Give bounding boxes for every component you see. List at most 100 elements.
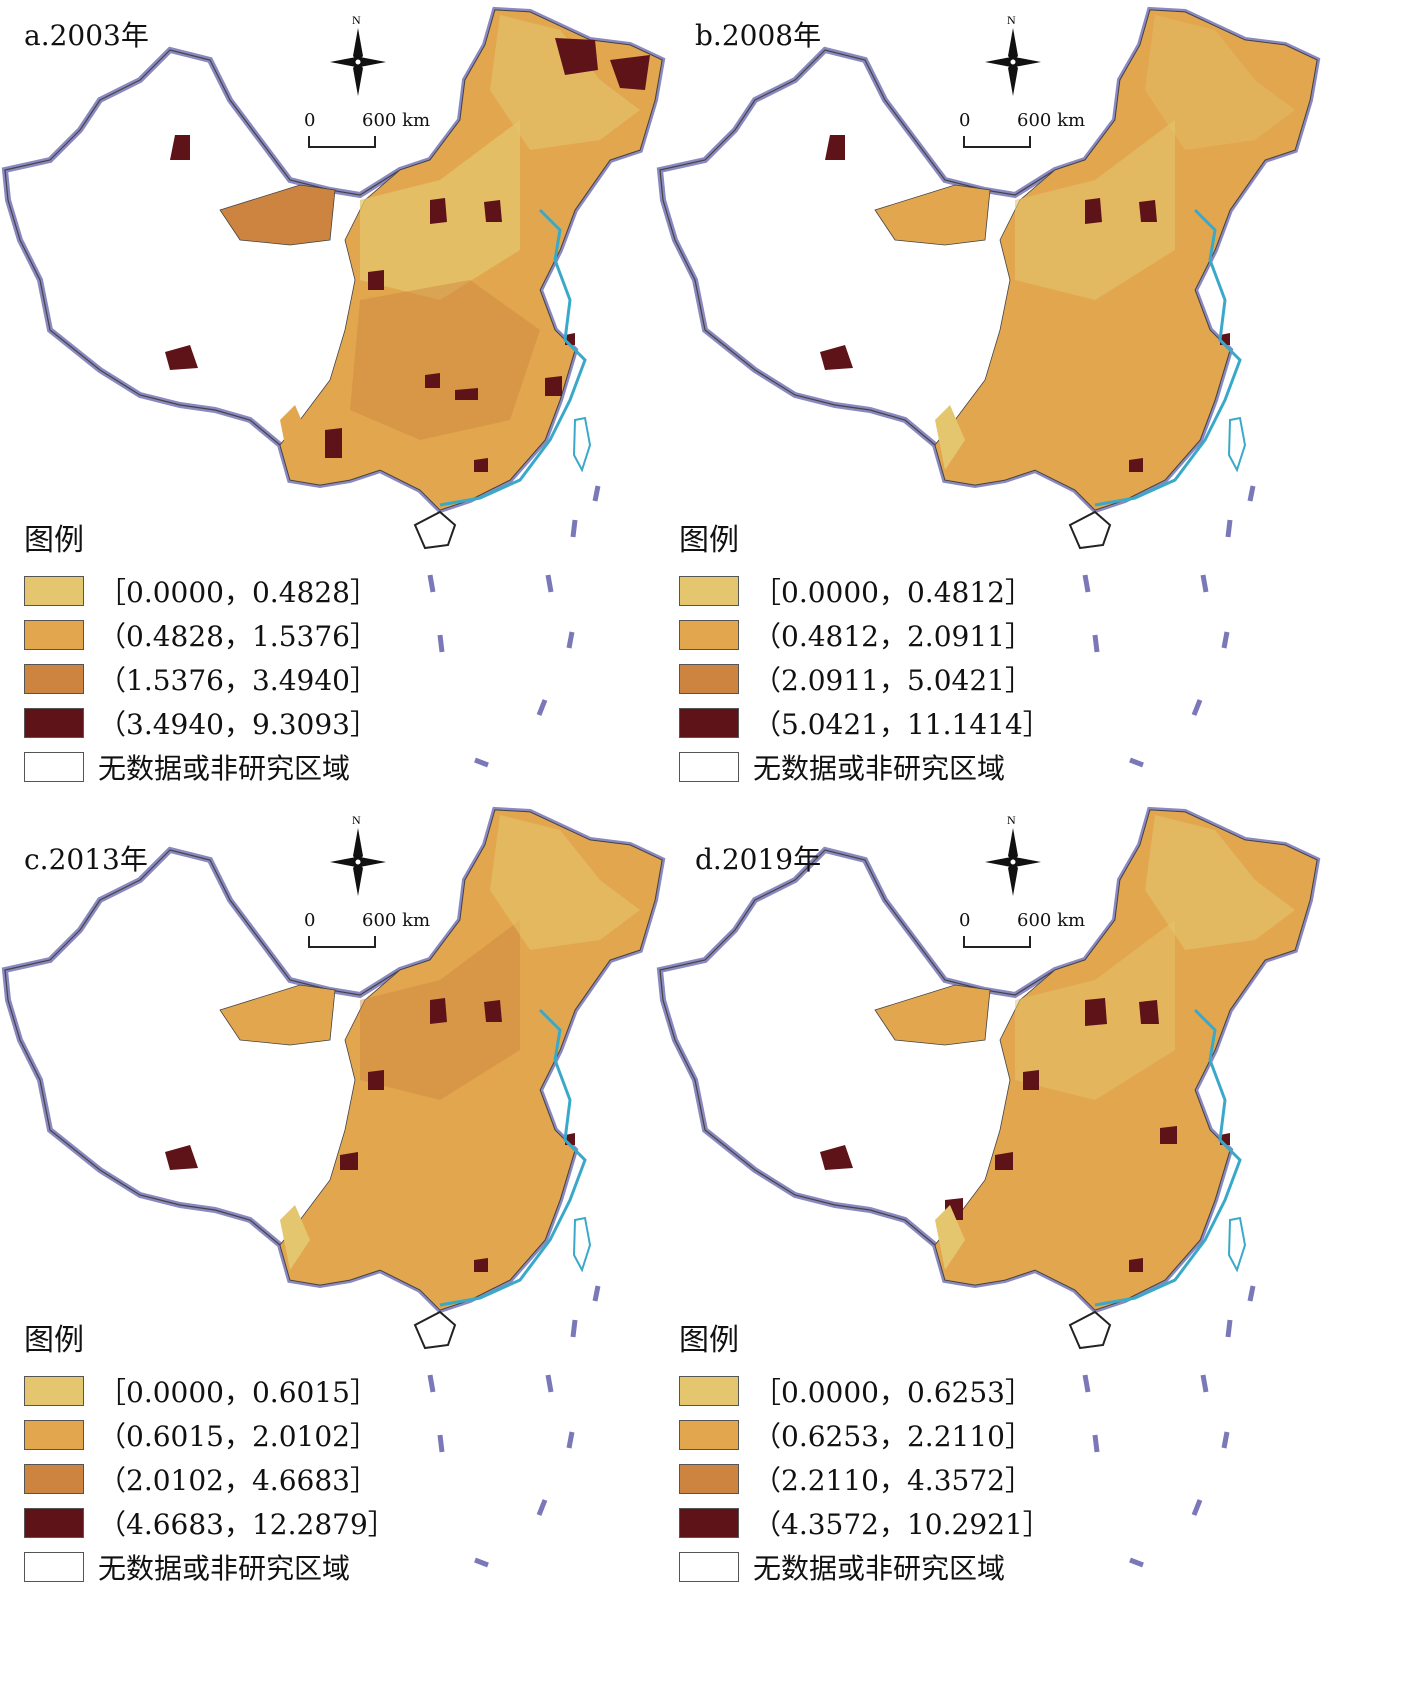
legend-item: （4.6683，12.2879］ <box>24 1501 396 1545</box>
legend-swatch <box>679 1464 739 1494</box>
legend-swatch <box>24 1508 84 1538</box>
legend-swatch <box>679 620 739 650</box>
legend-title: 图例 <box>679 1323 739 1358</box>
china-map <box>655 800 1364 1568</box>
south-china-sea-dashes <box>427 485 601 768</box>
legend-label: ［0.0000，0.6015］ <box>98 1376 378 1409</box>
legend-item: 无数据或非研究区域 <box>679 745 1051 789</box>
hotspot-region <box>165 1145 198 1170</box>
south-china-sea-dashes <box>1082 485 1256 768</box>
legend-swatch <box>679 1376 739 1406</box>
hotspot-region <box>484 200 502 222</box>
legend-swatch <box>24 664 84 694</box>
legend-item: （0.4812，2.0911］ <box>679 613 1051 657</box>
coastline <box>439 1008 587 1307</box>
scale-distance: 600 km <box>1017 110 1086 131</box>
hotspot-region <box>995 1152 1013 1170</box>
legend-swatch <box>679 1552 739 1582</box>
hotspot-region <box>555 38 598 75</box>
legend-item: 无数据或非研究区域 <box>679 1545 1051 1589</box>
taiwan-island <box>573 417 591 471</box>
southwest-region <box>935 1205 965 1270</box>
legend-label: （4.3572，10.2921］ <box>753 1508 1051 1541</box>
legend: 图例 ［0.0000，0.4828］ （0.4828，1.5376］ （1.53… <box>24 515 378 789</box>
legend-title: 图例 <box>24 523 84 558</box>
coastline <box>1094 1008 1242 1307</box>
legend-label: （5.0421，11.1414］ <box>753 708 1051 741</box>
hotspot-region <box>484 1000 502 1022</box>
hotspot-region <box>368 270 384 290</box>
legend-item: 无数据或非研究区域 <box>24 745 378 789</box>
legend-item: （1.5376，3.4940］ <box>24 657 378 701</box>
legend-label: （0.6015，2.0102］ <box>98 1420 378 1453</box>
hotspot-region <box>1023 1070 1039 1090</box>
legend-swatch <box>24 576 84 606</box>
taiwan-island <box>573 1217 591 1271</box>
legend-label: （0.4828，1.5376］ <box>98 620 378 653</box>
hotspot-region <box>820 345 853 370</box>
legend-swatch <box>679 576 739 606</box>
map-panel-2019: d.2019年 N 0 600 km 图例 ［0.0000，0.6253］ （0… <box>655 800 1364 1641</box>
legend-swatch <box>679 664 739 694</box>
map-panel-2003: a.2003年 N 0 600 km 图例 ［0.0000，0.4828］ （0… <box>0 0 709 841</box>
hotspot-region <box>170 135 190 160</box>
scale-bar: 0 600 km <box>955 910 1115 960</box>
hotspot-region <box>1085 198 1102 224</box>
hotspot-region <box>1129 458 1143 472</box>
legend-swatch <box>679 752 739 782</box>
legend-swatch <box>679 1508 739 1538</box>
legend: 图例 ［0.0000，0.6253］ （0.6253，2.2110］ （2.21… <box>679 1315 1051 1589</box>
south-china-sea-dashes <box>1082 1285 1256 1568</box>
southwest-region <box>280 1205 310 1270</box>
northeast-region <box>1145 15 1295 150</box>
legend-label: （2.0911，5.0421］ <box>753 664 1033 697</box>
northeast-region <box>490 15 640 150</box>
hotspot-region <box>1129 1258 1143 1272</box>
legend-item: ［0.0000，0.6253］ <box>679 1369 1051 1413</box>
legend-label: 无数据或非研究区域 <box>98 752 351 785</box>
legend-item: （0.6253，2.2110］ <box>679 1413 1051 1457</box>
hotspot-region <box>545 376 562 396</box>
coastline <box>439 208 587 507</box>
coastline <box>1094 208 1242 507</box>
scale-bar: 0 600 km <box>955 110 1115 160</box>
southwest-region <box>935 405 965 470</box>
north-arrow-icon: N <box>330 813 386 896</box>
hotspot-region <box>165 345 198 370</box>
north-label: N <box>352 813 361 827</box>
legend-title: 图例 <box>679 523 739 558</box>
scale-zero: 0 <box>304 110 316 131</box>
northeast-region <box>490 815 640 950</box>
hotspot-region <box>430 198 447 224</box>
legend-label: （3.4940，9.3093］ <box>98 708 378 741</box>
scale-zero: 0 <box>304 910 316 931</box>
hotspot-region <box>825 135 845 160</box>
legend-label: （2.0102，4.6683］ <box>98 1464 378 1497</box>
legend-label: （4.6683，12.2879］ <box>98 1508 396 1541</box>
hotspot-region <box>455 388 478 400</box>
legend-item: （0.6015，2.0102］ <box>24 1413 396 1457</box>
panel-title: b.2008年 <box>695 19 822 52</box>
legend-item: （2.2110，4.3572］ <box>679 1457 1051 1501</box>
hainan-island <box>1069 1311 1111 1349</box>
legend-swatch <box>24 1552 84 1582</box>
hotspot-region <box>1160 1126 1177 1144</box>
hainan-island <box>414 1311 456 1349</box>
legend-label: （1.5376，3.4940］ <box>98 664 378 697</box>
hotspot-region <box>430 998 447 1024</box>
legend-swatch <box>24 752 84 782</box>
hotspot-region <box>1139 1000 1159 1024</box>
legend-item: 无数据或非研究区域 <box>24 1545 396 1589</box>
map-panel-2008: b.2008年 N 0 600 km 图例 ［0.0000，0.4812］ （0… <box>655 0 1364 841</box>
scale-zero: 0 <box>959 110 971 131</box>
legend-swatch <box>679 1420 739 1450</box>
legend-item: ［0.0000，0.4812］ <box>679 569 1051 613</box>
legend-swatch <box>24 1376 84 1406</box>
legend-label: ［0.0000，0.6253］ <box>753 1376 1033 1409</box>
hotspot-region <box>425 373 440 388</box>
legend-label: （2.2110，4.3572］ <box>753 1464 1033 1497</box>
hotspot-region <box>474 1258 488 1272</box>
northeast-region <box>1145 815 1295 950</box>
legend-item: （2.0102，4.6683］ <box>24 1457 396 1501</box>
north-arrow-icon: N <box>985 813 1041 896</box>
